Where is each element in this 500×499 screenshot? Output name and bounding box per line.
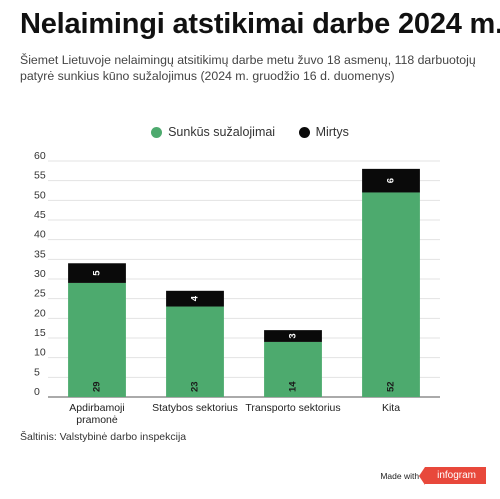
bar-deaths bbox=[166, 290, 224, 307]
y-tick-label: 35 bbox=[34, 248, 46, 260]
y-tick-label: 60 bbox=[34, 150, 46, 162]
bar-value-label-injuries: 23 bbox=[190, 381, 201, 392]
legend-label-deaths: Mirtys bbox=[315, 125, 349, 139]
bar-chart: 0 5 10 15 20 25 30 35 40 45 50 55 60 29 5 Apdirbamojipr… bbox=[34, 150, 440, 426]
bar-injuries bbox=[166, 306, 224, 397]
infogram-logo[interactable]: infogram bbox=[419, 467, 486, 485]
bar-value-label-deaths: 3 bbox=[288, 333, 299, 338]
y-tick-label: 20 bbox=[34, 307, 46, 319]
y-tick-label: 55 bbox=[34, 170, 46, 182]
bar-deaths bbox=[362, 168, 420, 193]
bar-injuries bbox=[362, 192, 420, 397]
bar-value-label-deaths: 4 bbox=[190, 295, 201, 301]
y-tick-label: 45 bbox=[34, 209, 46, 221]
chart-subtitle: Šiemet Lietuvoje nelaimingų atsitikimų d… bbox=[20, 53, 476, 83]
y-tick-label: 40 bbox=[34, 229, 46, 241]
x-category-label: Transporto sektorius bbox=[245, 402, 340, 414]
bar-value-label-injuries: 14 bbox=[288, 381, 299, 392]
chart-title: Nelaimingi atstikimai darbe 2024 m. bbox=[20, 8, 500, 40]
y-tick-label: 25 bbox=[34, 288, 46, 300]
y-tick-label: 5 bbox=[34, 366, 40, 378]
y-tick-label: 50 bbox=[34, 189, 46, 201]
legend-swatch-deaths bbox=[298, 126, 310, 138]
bar-injuries bbox=[264, 341, 322, 397]
y-tick-label: 15 bbox=[34, 327, 46, 339]
bar-value-label-deaths: 6 bbox=[386, 178, 397, 183]
legend-item-deaths[interactable]: Mirtys bbox=[298, 125, 349, 139]
bar-value-label-injuries: 29 bbox=[92, 381, 103, 392]
legend-item-injuries[interactable]: Sunkūs sužalojimai bbox=[151, 125, 275, 139]
bar-deaths bbox=[68, 263, 126, 283]
y-tick-label: 0 bbox=[34, 386, 40, 398]
bar-deaths bbox=[264, 330, 322, 342]
source-note: Šaltinis: Valstybinė darbo inspekcija bbox=[20, 431, 187, 443]
legend-label-injuries: Sunkūs sužalojimai bbox=[168, 125, 276, 139]
x-category-label: Kita bbox=[382, 402, 400, 414]
made-with-label: Made with bbox=[380, 470, 420, 481]
footer-branding: Made with infogram bbox=[380, 467, 486, 485]
x-category-label: pramonė bbox=[76, 414, 118, 426]
x-category-label: Statybos sektorius bbox=[152, 402, 238, 414]
bar-value-label-deaths: 5 bbox=[92, 270, 103, 276]
y-tick-label: 10 bbox=[34, 347, 46, 359]
bar-value-label-injuries: 52 bbox=[386, 381, 397, 392]
y-tick-label: 30 bbox=[34, 268, 46, 280]
x-category-label: Apdirbamoji bbox=[69, 402, 124, 414]
legend-swatch-injuries bbox=[151, 126, 163, 138]
bar-injuries bbox=[68, 282, 126, 397]
legend: Sunkūs sužalojimai Mirtys bbox=[0, 125, 500, 141]
